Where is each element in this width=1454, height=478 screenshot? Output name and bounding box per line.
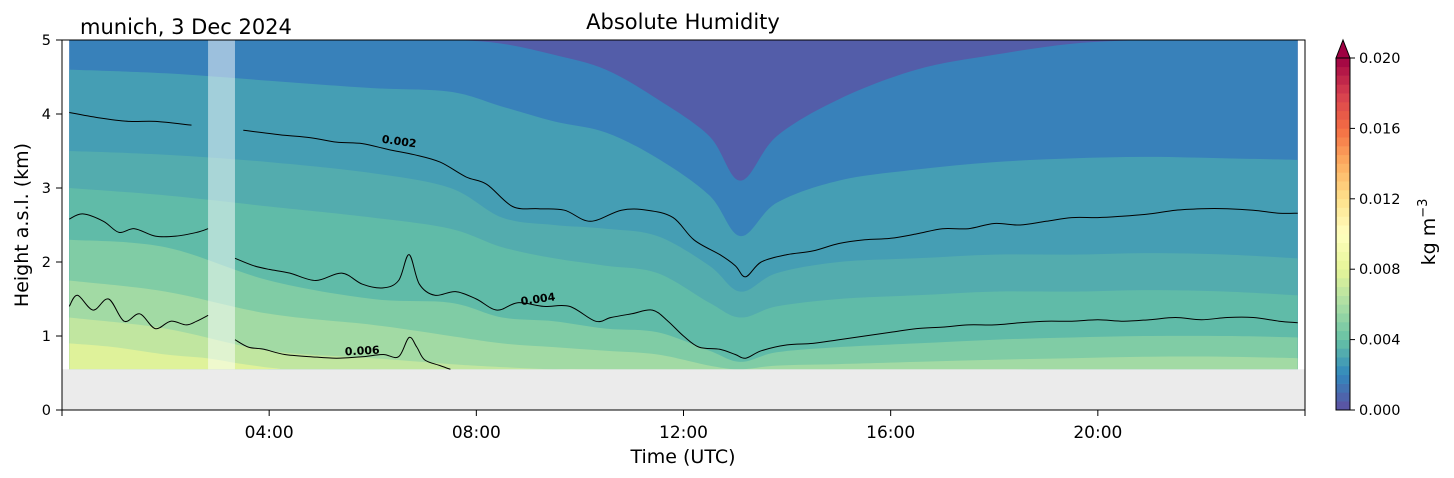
colorbar-band	[1336, 93, 1350, 103]
colorbar-band	[1336, 304, 1350, 314]
x-tick-label: 04:00	[245, 423, 294, 443]
colorbar-band	[1336, 154, 1350, 164]
colorbar-band	[1336, 269, 1350, 279]
colorbar-label: kg m−3	[1416, 199, 1440, 266]
colorbar-tick-label: 0.008	[1359, 262, 1401, 278]
contour-line	[68, 294, 209, 330]
y-tick-label: 5	[42, 33, 51, 49]
colorbar-band	[1336, 234, 1350, 244]
colorbar-band	[1336, 119, 1350, 129]
filled-contour-bands	[69, 40, 1298, 370]
colorbar-band	[1336, 128, 1350, 138]
x-tick-label: 16:00	[866, 423, 915, 443]
colorbar-band	[1336, 58, 1350, 68]
colorbar-band	[1336, 348, 1350, 358]
colorbar-band	[1336, 313, 1350, 323]
x-tick-label: 08:00	[452, 423, 501, 443]
colorbar-band	[1336, 374, 1350, 384]
contour-line	[69, 213, 209, 238]
colorbar-ticks: 0.000 0.004 0.008 0.012 0.016 0.020	[1350, 51, 1401, 419]
colorbar-band	[1336, 401, 1350, 411]
no-data-fill	[62, 369, 1305, 410]
x-axis-label: Time (UTC)	[629, 446, 735, 468]
chart-subtitle: munich, 3 Dec 2024	[80, 15, 292, 39]
colorbar-band	[1336, 207, 1350, 217]
contour-line	[69, 112, 192, 126]
colorbar-band	[1336, 339, 1350, 349]
contour-labels: 0.002 0.004 0.006	[344, 133, 556, 359]
contour-label: 0.004	[520, 290, 557, 308]
colorbar-band	[1336, 110, 1350, 120]
colorbar-tick-label: 0.004	[1359, 333, 1401, 349]
y-tick-label: 1	[42, 329, 51, 345]
colorbar-band	[1336, 146, 1350, 156]
colorbar-bands	[1336, 58, 1350, 411]
colorbar-band	[1336, 286, 1350, 296]
colorbar-band	[1336, 84, 1350, 94]
y-tick-label: 0	[42, 403, 51, 419]
colorbar-band	[1336, 190, 1350, 200]
x-tick-label: 20:00	[1073, 423, 1122, 443]
colorbar-band	[1336, 181, 1350, 191]
y-tick-label: 3	[42, 181, 51, 197]
colorbar-band	[1336, 225, 1350, 235]
colorbar-band	[1336, 278, 1350, 288]
colorbar-band	[1336, 322, 1350, 332]
colorbar-tick-label: 0.020	[1359, 51, 1401, 67]
colorbar-band	[1336, 295, 1350, 305]
colorbar-extend-arrow	[1335, 38, 1351, 59]
y-axis: 0 1 2 3 4 5	[42, 33, 62, 419]
contour-line	[243, 129, 1298, 278]
colorbar-band	[1336, 75, 1350, 85]
no-data-region	[62, 369, 1305, 410]
masked-interval-stripe	[208, 40, 235, 370]
filled-band	[69, 343, 1298, 370]
colorbar-band	[1336, 392, 1350, 402]
colorbar-band	[1336, 163, 1350, 173]
colorbar-tick-label: 0.016	[1359, 121, 1401, 137]
masked-interval	[208, 40, 235, 370]
colorbar-band	[1336, 242, 1350, 252]
colorbar: 0.000 0.004 0.008 0.012 0.016 0.020 kg m−3	[1335, 38, 1440, 419]
plot-area: 0.002 0.004 0.006	[61, 39, 1306, 411]
colorbar-band	[1336, 137, 1350, 147]
colorbar-band	[1336, 66, 1350, 76]
colorbar-tick-label: 0.012	[1359, 192, 1401, 208]
contour-lines	[68, 112, 1298, 370]
x-tick-label: 12:00	[659, 423, 708, 443]
colorbar-tick-label: 0.000	[1359, 403, 1401, 419]
y-axis-label: Height a.s.l. (km)	[11, 143, 33, 307]
contour-label: 0.002	[381, 133, 417, 151]
x-axis: 04:00 08:00 12:00 16:00 20:00	[61, 410, 1306, 443]
colorbar-band	[1336, 102, 1350, 112]
y-tick-label: 4	[42, 107, 51, 123]
colorbar-band	[1336, 357, 1350, 367]
colorbar-frame	[1335, 57, 1351, 411]
colorbar-band	[1336, 366, 1350, 376]
chart-title: Absolute Humidity	[586, 10, 780, 34]
contour-line	[234, 336, 451, 370]
colorbar-band	[1336, 260, 1350, 270]
contour-line	[234, 254, 1298, 359]
colorbar-band	[1336, 383, 1350, 393]
filled-band	[69, 280, 1298, 370]
colorbar-band	[1336, 251, 1350, 261]
colorbar-band	[1336, 330, 1350, 340]
y-tick-label: 2	[42, 255, 51, 271]
colorbar-band	[1336, 198, 1350, 208]
contour-label: 0.006	[344, 344, 380, 359]
colorbar-band	[1336, 172, 1350, 182]
colorbar-band	[1336, 216, 1350, 226]
